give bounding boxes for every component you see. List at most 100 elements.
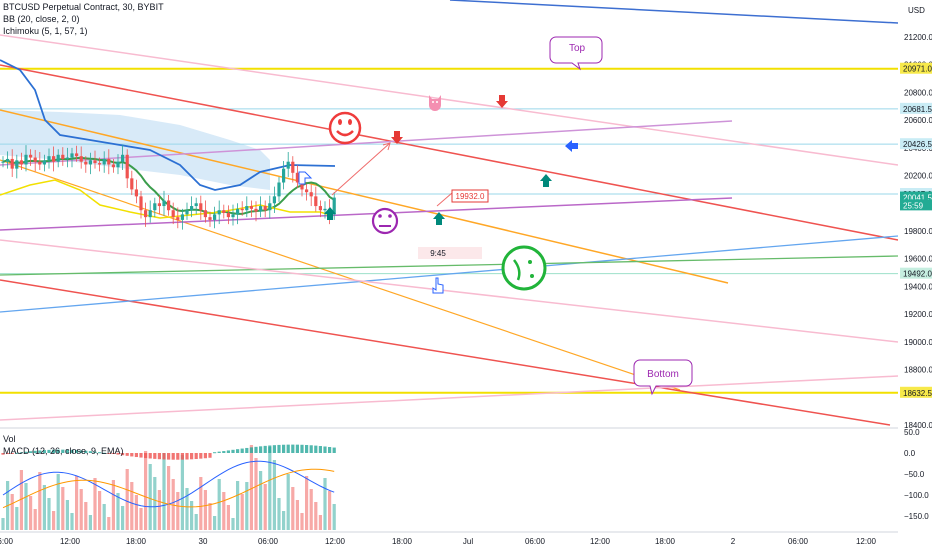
price-tag: 20681.5	[900, 102, 932, 114]
macd-histogram-bar	[29, 451, 33, 453]
candle-body	[125, 154, 129, 179]
candle-body	[148, 210, 152, 218]
volume-bar	[56, 474, 60, 530]
down-arrow-icon	[496, 95, 508, 108]
ichimoku-legend[interactable]: Ichimoku (5, 1, 57, 1)	[3, 26, 88, 36]
volume-bar	[231, 518, 235, 530]
volume-bar	[282, 511, 286, 530]
macd-histogram-bar	[194, 453, 198, 460]
volume-bar	[208, 503, 212, 530]
candle-body	[282, 168, 286, 183]
candle-body	[107, 158, 111, 165]
time-tick-label: 06:00	[258, 537, 279, 546]
time-tick-label: 06:00	[788, 537, 809, 546]
price-tick-label: 18400.0	[904, 421, 932, 430]
macd-histogram-bar	[259, 446, 263, 453]
time-tick-label: Jul	[463, 537, 473, 546]
macd-histogram-bar	[314, 445, 318, 453]
macd-histogram-bar	[236, 449, 240, 453]
time-axis[interactable]: 06:00 12:00 18:00 30 06:00 12:00 18:00 Jul 06:00…	[0, 537, 877, 546]
volume-bar	[29, 496, 33, 530]
volume-bar	[93, 478, 97, 530]
candle-body	[309, 192, 313, 197]
macd-histogram-bar	[167, 453, 171, 460]
trend-line	[0, 375, 899, 421]
volume-bar	[98, 491, 102, 530]
macd-histogram-bar	[24, 451, 28, 453]
price-axis[interactable]: 21200.021000.020800.020600.020400.020200…	[898, 0, 932, 550]
macd-histogram-bar	[180, 453, 184, 460]
bb-legend[interactable]: BB (20, close, 2, 0)	[3, 14, 80, 24]
candle-body	[314, 196, 318, 207]
macd-histogram-bar	[56, 449, 60, 453]
candle-body	[190, 206, 194, 211]
macd-histogram-bar	[121, 453, 125, 456]
macd-histogram-bar	[116, 453, 120, 455]
macd-histogram-bar	[282, 444, 286, 453]
time-tick-label: 12:00	[60, 537, 81, 546]
macd-histogram-bar	[1, 453, 5, 455]
macd-histogram-bar	[295, 444, 299, 453]
time-label-text: 9:45	[430, 249, 446, 258]
top-callout[interactable]: Top	[549, 36, 603, 71]
candle-body	[277, 182, 281, 197]
macd-histogram-bar	[98, 452, 102, 454]
candle-body	[6, 158, 10, 162]
volume-bar	[286, 474, 290, 530]
volume-bar	[24, 483, 28, 530]
candle-body	[79, 156, 83, 162]
macd-histogram-bar	[203, 453, 207, 459]
macd-histogram-bar	[245, 447, 249, 453]
macd-histogram-bar	[33, 450, 37, 453]
volume-bar	[107, 517, 111, 530]
symbol-title[interactable]: BTCUSD Perpetual Contract, 30, BYBIT	[3, 2, 164, 12]
candle-body	[240, 208, 244, 211]
volume-bar	[153, 477, 157, 530]
candle-body	[291, 161, 295, 173]
price-tick-label: 20200.0	[904, 172, 932, 181]
happy-face-icon	[328, 111, 362, 145]
candle-body	[56, 154, 60, 162]
volume-bar	[236, 481, 240, 530]
volume-bar	[222, 492, 226, 530]
macd-histogram-bar	[157, 453, 161, 460]
macd	[2, 460, 335, 509]
candle-body	[162, 200, 166, 207]
macd-histogram-bar	[79, 450, 83, 453]
price-tag: 25:59	[900, 199, 932, 211]
volume-bar	[240, 494, 244, 530]
price-tag-label: 18632.5	[903, 389, 932, 398]
macd-histogram-bar	[171, 453, 175, 460]
candle-body	[194, 203, 198, 207]
candle-body	[272, 196, 276, 204]
price-label-box[interactable]: 19932.0	[451, 189, 489, 203]
vol-legend[interactable]: Vol	[3, 434, 16, 444]
macd-histogram-bar	[134, 453, 138, 458]
bottom-label: Bottom	[647, 369, 679, 380]
macd-tick-label: −150.0	[904, 512, 929, 521]
trend-line	[0, 34, 899, 166]
volume-bar	[125, 469, 129, 530]
price-tick-label: 20600.0	[904, 116, 932, 125]
volume-bar	[245, 482, 249, 530]
macd-histogram-bar	[125, 453, 129, 456]
candle-body	[98, 163, 102, 165]
price-label-text: 19932.0	[456, 192, 485, 201]
lower-band-line	[0, 179, 331, 219]
macd-histogram-bar	[176, 453, 180, 460]
macd-histogram-bar	[93, 451, 97, 453]
trend-line	[0, 255, 899, 276]
candle-body	[318, 206, 322, 211]
time-label-box[interactable]: 9:45	[418, 247, 482, 259]
bottom-callout[interactable]: Bottom	[633, 359, 693, 396]
cloud-area	[0, 110, 270, 190]
candle-body	[203, 210, 207, 218]
macd-histogram-bar	[102, 452, 106, 454]
time-tick-label: 18:00	[392, 537, 413, 546]
macd-histogram-bar	[240, 448, 244, 453]
candle-body	[185, 210, 189, 215]
price-tag-label: 25:59	[903, 201, 924, 210]
macd-legend[interactable]: MACD (12, 26, close, 9, EMA)	[3, 446, 124, 456]
time-tick-label: 18:00	[126, 537, 147, 546]
